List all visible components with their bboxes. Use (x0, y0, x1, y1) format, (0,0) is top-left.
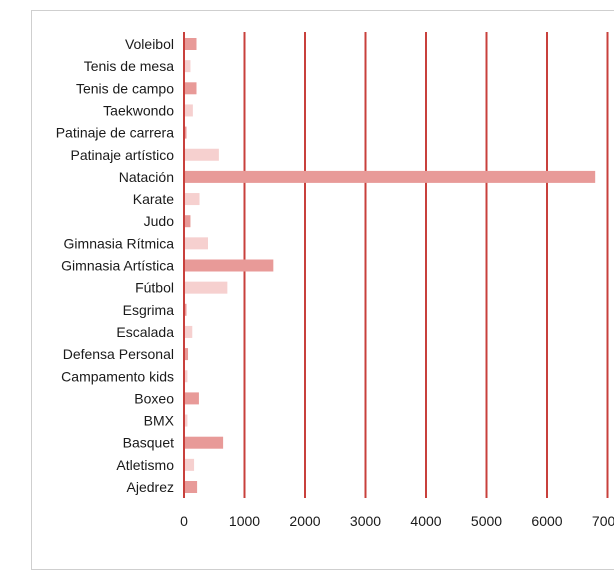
category-label-13: Escalada (116, 324, 174, 340)
bar-12 (185, 303, 187, 316)
bar-2 (185, 82, 197, 95)
category-label-3: Taekwondo (103, 102, 174, 118)
bar-13 (185, 325, 193, 338)
category-label-19: Atletismo (116, 457, 174, 473)
category-label-18: Basquet (123, 435, 174, 451)
category-label-16: Boxeo (134, 390, 174, 406)
bar-14 (185, 348, 189, 361)
category-label-7: Karate (133, 191, 174, 207)
x-tick-label-6: 6000 (531, 513, 562, 529)
bar-7 (185, 193, 200, 206)
bar-1 (185, 60, 191, 73)
bar-16 (185, 392, 199, 405)
category-label-9: Gimnasia Rítmica (64, 235, 175, 251)
bar-15 (185, 370, 188, 383)
bar-8 (185, 215, 191, 228)
category-label-12: Esgrima (123, 302, 175, 318)
bar-5 (185, 148, 219, 161)
x-tick-label-5: 5000 (471, 513, 502, 529)
category-label-8: Judo (144, 213, 175, 229)
bar-9 (185, 237, 208, 250)
x-tick-label-4: 4000 (410, 513, 441, 529)
x-tick-label-0: 0 (180, 513, 188, 529)
bar-3 (185, 104, 193, 117)
bar-4 (185, 126, 187, 139)
category-label-11: Fútbol (135, 280, 174, 296)
x-tick-label-7: 7000 (592, 513, 614, 529)
category-label-17: BMX (144, 413, 175, 429)
category-label-10: Gimnasia Artística (61, 258, 174, 274)
bar-11 (185, 281, 228, 294)
bar-19 (185, 458, 195, 471)
x-tick-label-2: 2000 (289, 513, 320, 529)
bar-6 (185, 170, 596, 183)
bar-18 (185, 436, 224, 449)
category-label-6: Natación (119, 169, 174, 185)
category-label-1: Tenis de mesa (84, 58, 174, 74)
category-label-5: Patinaje artístico (71, 147, 175, 163)
bar-20 (185, 481, 198, 493)
bar-0 (185, 38, 197, 50)
category-label-0: Voleibol (125, 36, 174, 52)
x-tick-label-1: 1000 (229, 513, 260, 529)
category-label-14: Defensa Personal (63, 346, 174, 362)
bar-10 (185, 259, 274, 272)
bar-17 (185, 414, 188, 427)
x-tick-label-3: 3000 (350, 513, 381, 529)
category-label-20: Ajedrez (127, 479, 174, 495)
category-label-4: Patinaje de carrera (56, 125, 175, 141)
bar-chart: Voleibol Tenis de mesa Tenis de campo Taekw… (56, 32, 614, 529)
category-label-2: Tenis de campo (76, 80, 174, 96)
category-label-15: Campamento kids (61, 368, 174, 384)
